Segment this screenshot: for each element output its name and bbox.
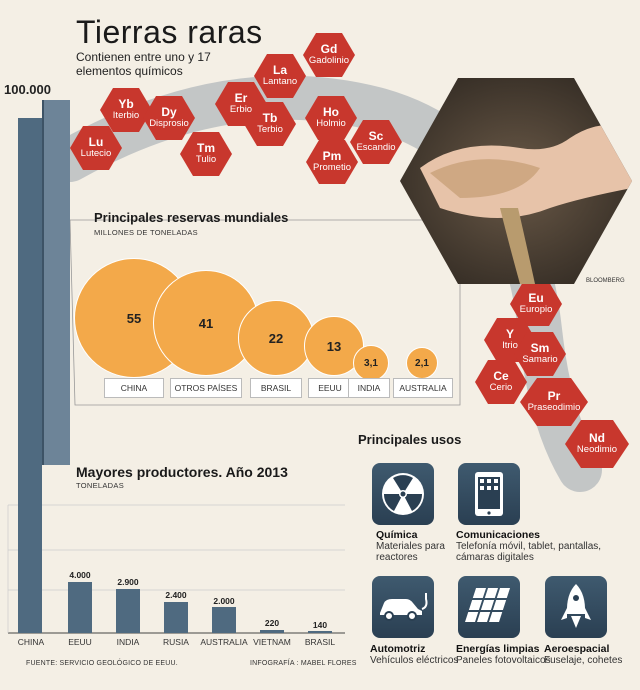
reserve-label-china: CHINA	[104, 378, 164, 398]
producer-bar-india	[116, 589, 140, 633]
producer-label-india: INDIA	[116, 637, 140, 647]
reserve-label-india: INDIA	[348, 378, 390, 398]
use-title-comunicaciones: Comunicaciones	[456, 529, 541, 541]
reserve-label-brasil: BRASIL	[250, 378, 302, 398]
producer-value-australia: 2.000	[213, 596, 235, 606]
element-hex-sm: Sm Samario	[514, 332, 566, 376]
rocket-icon	[545, 576, 607, 638]
use-title-energias: Energías limpias	[456, 643, 540, 655]
use-desc-quimica: Materiales para reactores	[376, 541, 445, 563]
page-title: Tierras raras	[76, 14, 263, 50]
reserve-label-otros: OTROS PAÍSES	[170, 378, 242, 398]
producer-bar-eeuu	[68, 582, 92, 633]
producer-label-rusia: RUSIA	[163, 637, 189, 647]
producer-value-rusia: 2.400	[165, 590, 187, 600]
producer-value-india: 2.900	[117, 577, 139, 587]
credit-note: INFOGRAFÍA : MABEL FLORES	[250, 660, 357, 667]
producer-bar-brasil	[308, 631, 332, 633]
use-desc-automotriz: Vehículos eléctricos	[370, 655, 459, 666]
reserves-title: Principales reservas mundiales	[94, 210, 289, 225]
use-desc-aeroespacial: Fuselaje, cohetes	[544, 655, 623, 666]
producer-label-china: CHINA	[17, 637, 45, 647]
producer-value-vietnam: 220	[264, 618, 280, 628]
element-hex-tm: Tm Tulio	[180, 132, 232, 176]
phone-icon	[458, 463, 520, 525]
electric-car-icon	[372, 576, 434, 638]
producer-label-australia: AUSTRALIA	[200, 637, 248, 647]
uses-title: Principales usos	[358, 432, 462, 447]
producer-label-brasil: BRASIL	[304, 637, 336, 647]
producer-value-brasil: 140	[312, 620, 328, 630]
element-hex-dy: Dy Disprosio	[143, 96, 195, 140]
producers-title: Mayores productores. Año 2013	[76, 464, 288, 480]
reserve-bubble-australia: 2,1	[406, 347, 438, 379]
use-title-quimica: Química	[376, 529, 418, 541]
producer-label-eeuu: EEUU	[68, 637, 92, 647]
reserves-unit: MILLONES DE TONELADAS	[94, 228, 198, 237]
photo-credit: BLOOMBERG	[586, 278, 625, 284]
reserve-bubble-brasil: 22	[238, 300, 314, 376]
use-desc-comunicaciones: Telefonía móvil, tablet, pantallas, cáma…	[456, 541, 602, 563]
use-desc-energias: Paneles fotovoltaicos	[456, 655, 551, 666]
solar-panel-icon	[458, 576, 520, 638]
source-note: FUENTE: SERVICIO GEOLÓGICO DE EEUU.	[26, 660, 178, 667]
producer-bar-australia	[212, 607, 236, 633]
radiation-icon	[372, 463, 434, 525]
reserves-frame	[69, 219, 461, 406]
china-big-bar-face	[42, 100, 70, 465]
producer-value-eeuu: 4.000	[69, 570, 91, 580]
use-title-automotriz: Automotriz	[370, 643, 426, 655]
use-title-aeroespacial: Aeroespacial	[544, 643, 610, 655]
china-big-bar	[18, 118, 42, 633]
reserve-label-australia: AUSTRALIA	[393, 378, 453, 398]
china-big-value: 100.000	[4, 82, 51, 97]
producer-label-vietnam: VIETNAM	[253, 637, 291, 647]
producers-unit: TONELADAS	[76, 481, 124, 490]
producer-bar-rusia	[164, 602, 188, 633]
reserve-bubble-india: 3,1	[353, 345, 389, 381]
element-hex-nd: Nd Neodimio	[565, 420, 629, 468]
producer-bar-vietnam	[260, 630, 284, 633]
reserve-label-eeuu: EEUU	[308, 378, 352, 398]
page-subtitle: Contienen entre uno y 17 elementos quími…	[76, 50, 211, 78]
